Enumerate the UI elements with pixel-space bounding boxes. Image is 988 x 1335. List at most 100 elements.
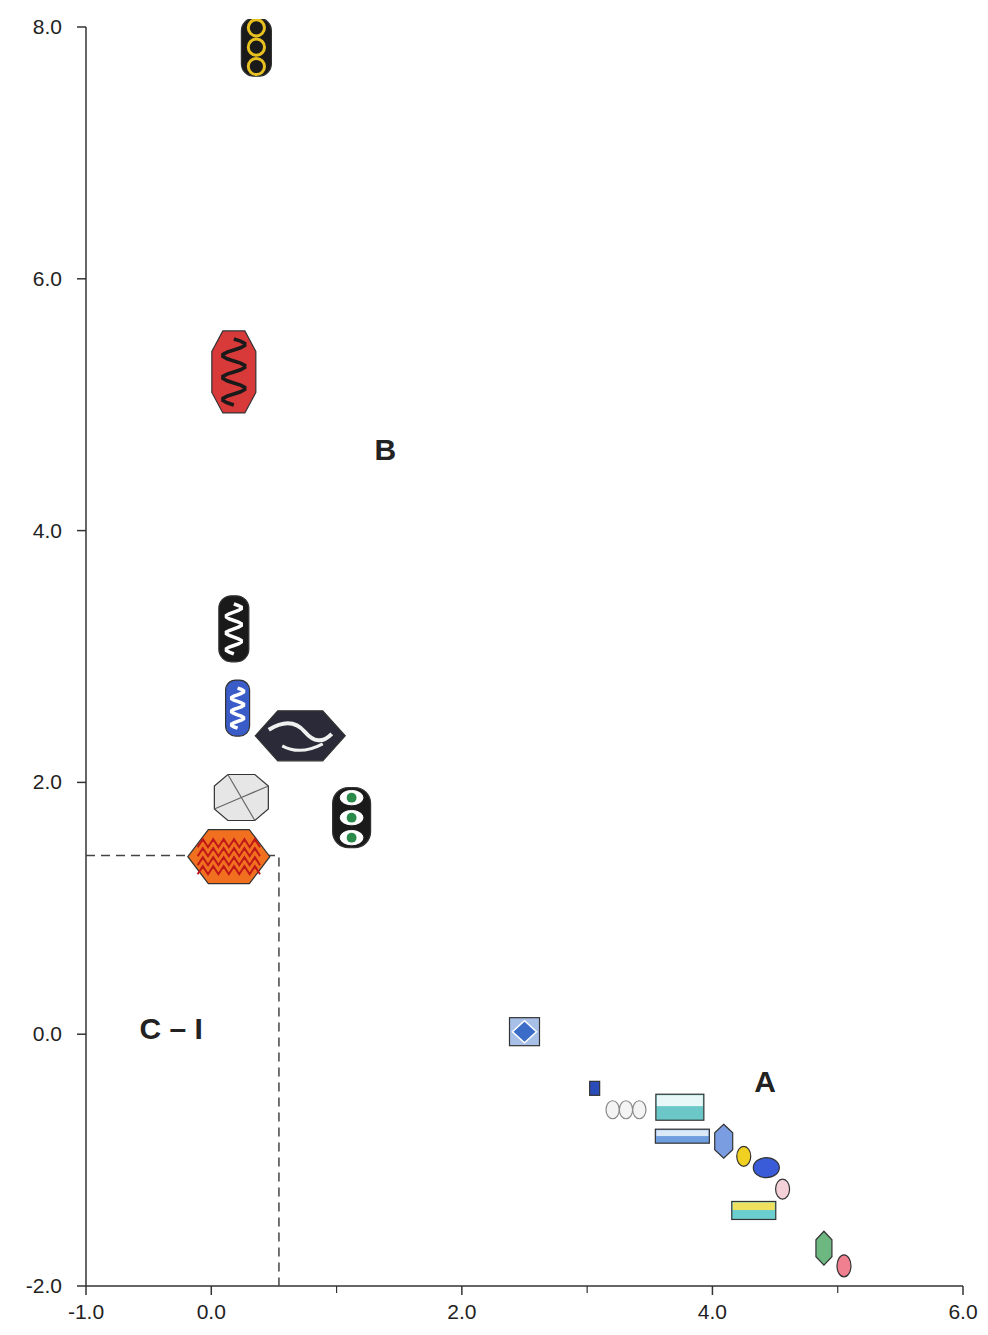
bead-body	[655, 1129, 709, 1143]
y-axis-line	[85, 27, 87, 1286]
bead-body	[776, 1179, 790, 1199]
x-tick	[211, 1286, 213, 1295]
y-tick	[77, 26, 86, 28]
bead	[510, 1018, 540, 1046]
bead	[753, 1158, 779, 1178]
y-tick-label: -2.0	[26, 1274, 62, 1297]
bead-body	[333, 788, 371, 848]
bead-body	[619, 1101, 632, 1119]
bead-pattern	[656, 1130, 708, 1136]
bead	[214, 775, 268, 821]
y-tick-label: 8.0	[33, 15, 62, 38]
bead	[737, 1146, 751, 1166]
bead-pattern	[347, 813, 357, 823]
bead	[590, 1081, 600, 1095]
bead-pattern	[733, 1202, 775, 1210]
region	[86, 855, 279, 1286]
x-axis-line	[86, 1285, 963, 1287]
bead-body	[753, 1158, 779, 1178]
chart: -1.00.02.04.06.0-2.00.02.04.06.08.0ABC –…	[0, 0, 988, 1335]
bead-body	[737, 1146, 751, 1166]
bead-body	[606, 1101, 619, 1119]
bead-pattern	[198, 848, 260, 856]
bead-pattern	[340, 790, 363, 804]
y-tick	[77, 530, 86, 532]
bead-body	[212, 331, 256, 413]
bead-pattern	[340, 810, 363, 824]
axes: -1.00.02.04.06.0-2.00.02.04.06.08.0	[26, 15, 978, 1323]
bead	[606, 1101, 646, 1119]
bead-pattern	[198, 857, 260, 865]
bead-body	[816, 1231, 832, 1265]
bead-body	[837, 1255, 851, 1277]
bead-body	[715, 1124, 733, 1158]
y-tick	[77, 278, 86, 280]
bead	[226, 680, 250, 736]
y-tick	[77, 1285, 86, 1287]
x-minor-tick	[837, 1286, 838, 1293]
bead-pattern	[241, 786, 268, 798]
bead-pattern	[248, 20, 264, 36]
bead-body	[633, 1101, 646, 1119]
y-tick-label: 0.0	[33, 1022, 62, 1045]
y-tick	[77, 1033, 86, 1035]
bead-body	[214, 775, 268, 821]
bead	[241, 19, 271, 76]
x-tick	[962, 1286, 964, 1295]
bead	[715, 1124, 733, 1158]
bead	[219, 596, 249, 662]
x-tick-label: 4.0	[698, 1300, 727, 1323]
bead-pattern	[347, 833, 357, 843]
bead	[212, 331, 256, 413]
annotation: A	[754, 1065, 776, 1098]
bead-pattern	[340, 830, 363, 844]
bead	[837, 1255, 851, 1277]
bead	[655, 1129, 709, 1143]
x-tick-label: 6.0	[948, 1300, 977, 1323]
y-tick	[77, 782, 86, 784]
x-minor-tick	[587, 1286, 588, 1293]
bead-pattern	[282, 744, 323, 751]
bead-body	[226, 680, 250, 736]
x-tick-label: 0.0	[197, 1300, 226, 1323]
x-tick-label: -1.0	[68, 1300, 104, 1323]
bead-body	[656, 1094, 704, 1120]
marks	[188, 19, 851, 1277]
annotation: B	[375, 433, 397, 466]
y-tick-label: 2.0	[33, 770, 62, 793]
bead-pattern	[513, 1021, 537, 1043]
bead-body	[188, 830, 270, 884]
bead	[816, 1231, 832, 1265]
bead-body	[590, 1081, 600, 1095]
bead-body	[219, 596, 249, 662]
annotation: C – I	[140, 1012, 203, 1045]
bead-pattern	[198, 839, 260, 847]
bead-body	[241, 19, 271, 76]
bead-pattern	[347, 793, 357, 803]
bead-pattern	[223, 339, 245, 405]
bead-pattern	[228, 775, 242, 798]
bead-pattern	[226, 604, 241, 654]
x-tick	[712, 1286, 714, 1295]
bead-pattern	[214, 798, 241, 810]
bead	[333, 788, 371, 848]
region-boundary	[86, 855, 279, 1286]
bead	[776, 1179, 790, 1199]
bead-pattern	[248, 39, 264, 55]
y-tick-label: 4.0	[33, 519, 62, 542]
bead-pattern	[241, 798, 255, 821]
bead	[188, 830, 270, 884]
bead-pattern	[198, 866, 260, 874]
bead	[732, 1201, 776, 1219]
x-tick-label: 2.0	[447, 1300, 476, 1323]
bead-pattern	[657, 1095, 703, 1106]
annotations: A B C – I	[140, 433, 776, 1098]
x-tick	[85, 1286, 87, 1295]
x-minor-tick	[336, 1286, 337, 1293]
bead-pattern	[232, 688, 244, 728]
bead-pattern	[248, 58, 264, 74]
bead	[255, 711, 345, 761]
bead	[656, 1094, 704, 1120]
x-tick	[461, 1286, 463, 1295]
bead-body	[510, 1018, 540, 1046]
